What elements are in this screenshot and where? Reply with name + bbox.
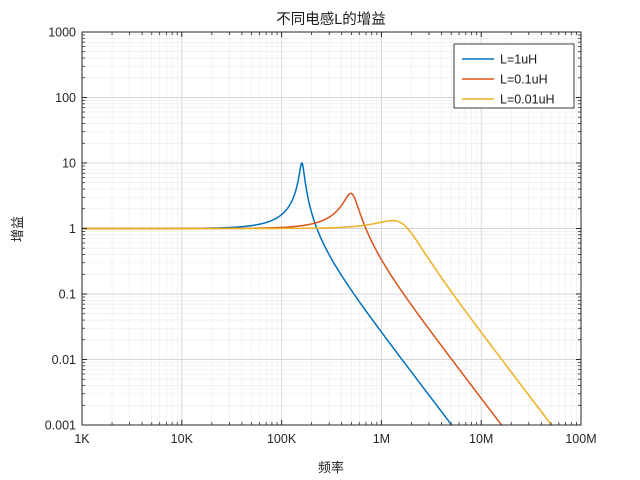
x-tick-label: 1K bbox=[74, 432, 90, 446]
y-tick-label: 10 bbox=[62, 157, 76, 171]
legend-box bbox=[453, 43, 575, 109]
legend-label-2[interactable]: L=0.01uH bbox=[500, 93, 555, 107]
data-curves bbox=[82, 162, 553, 425]
x-tick-label: 10K bbox=[171, 432, 194, 446]
y-tick-label: 0.1 bbox=[59, 288, 76, 302]
x-tick-label: 1M bbox=[373, 432, 390, 446]
chart-title: 不同电感L的增益 bbox=[276, 11, 386, 28]
y-tick-label: 1 bbox=[69, 222, 76, 236]
x-tick-label: 10M bbox=[469, 432, 493, 446]
x-tick-label: 100M bbox=[565, 432, 596, 446]
y-axis-label: 增益 bbox=[10, 216, 25, 242]
legend[interactable]: L=1uH L=0.1uH L=0.01uH bbox=[453, 43, 575, 109]
axis-tick-labels: 1K 10K 100K 1M 10M 100M 0.001 0.01 0.1 1 10 100 1000 bbox=[45, 26, 597, 447]
legend-label-1[interactable]: L=0.1uH bbox=[500, 73, 548, 87]
axis-ticks bbox=[81, 31, 582, 426]
x-axis-label: 频率 bbox=[318, 460, 344, 475]
curve-series-2 bbox=[82, 219, 553, 425]
x-tick-label: 100K bbox=[267, 432, 297, 446]
legend-label-0[interactable]: L=1uH bbox=[500, 53, 537, 67]
y-tick-label: 0.01 bbox=[52, 353, 76, 367]
y-tick-label: 1000 bbox=[48, 26, 76, 40]
y-tick-label: 0.001 bbox=[45, 419, 76, 433]
y-tick-label: 100 bbox=[55, 91, 76, 105]
